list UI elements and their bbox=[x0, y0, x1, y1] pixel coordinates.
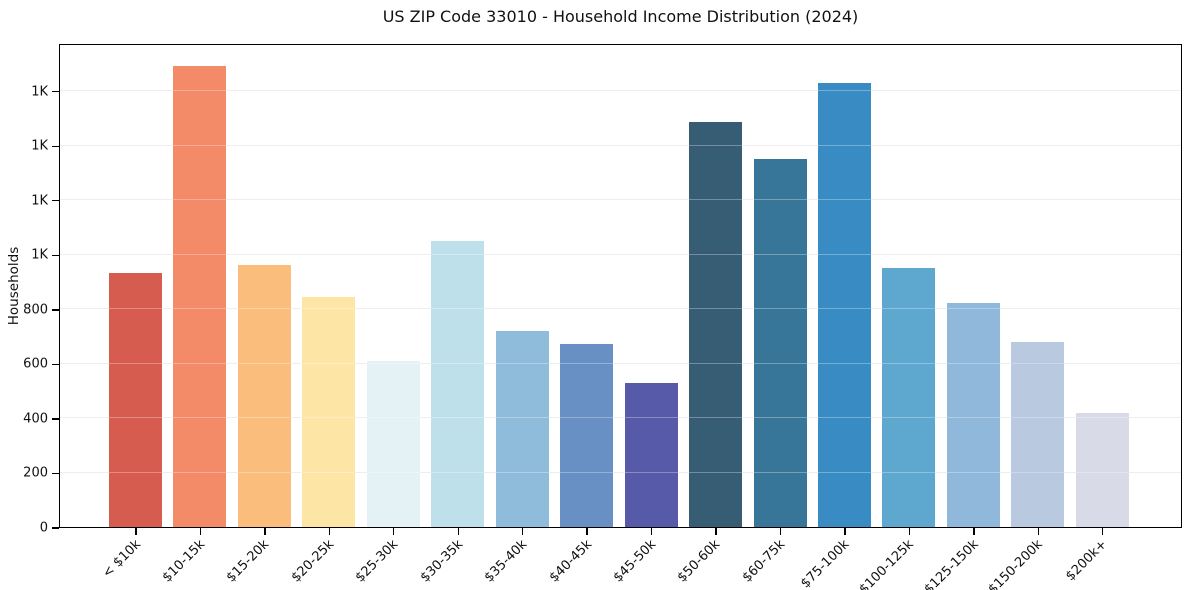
gridline-overlay bbox=[60, 308, 1181, 310]
x-tick-mark bbox=[199, 528, 202, 535]
plot-area bbox=[59, 44, 1182, 528]
y-tick-label: 800 bbox=[23, 302, 48, 318]
y-tick-mark bbox=[52, 254, 59, 256]
gridline-overlay bbox=[60, 253, 1181, 255]
x-tick-label: $150-200k bbox=[985, 537, 1046, 590]
gridline bbox=[60, 253, 1181, 255]
bar-< $10k bbox=[109, 273, 162, 527]
bar-$150-200k bbox=[1011, 341, 1065, 527]
bar-$50-60k bbox=[689, 122, 743, 527]
x-tick-mark bbox=[779, 528, 782, 535]
y-tick-label: 1K bbox=[31, 247, 48, 263]
bar-$30-35k bbox=[431, 240, 485, 527]
x-tick-mark bbox=[522, 528, 524, 535]
x-tick-label: $35-40k bbox=[481, 537, 531, 586]
y-tick-label: 1K bbox=[31, 84, 48, 100]
bar-$25-30k bbox=[366, 360, 420, 527]
x-tick-mark bbox=[715, 528, 717, 535]
y-tick-mark bbox=[52, 472, 59, 475]
bar-$45-50k bbox=[624, 382, 678, 527]
chart-title: US ZIP Code 33010 - Household Income Dis… bbox=[382, 7, 859, 26]
y-tick-mark bbox=[52, 200, 59, 202]
x-tick-label: $20-25k bbox=[288, 537, 337, 586]
bar-$40-45k bbox=[560, 344, 614, 527]
x-tick-label: $60-75k bbox=[739, 537, 789, 586]
gridline bbox=[60, 199, 1181, 201]
x-tick-label: $30-35k bbox=[417, 537, 466, 586]
bar-$10-15k bbox=[173, 66, 227, 527]
x-tick-label: $25-30k bbox=[352, 537, 402, 586]
gridline-overlay bbox=[60, 417, 1181, 419]
gridline-overlay bbox=[60, 199, 1181, 201]
gridline bbox=[60, 144, 1181, 146]
y-tick-mark bbox=[52, 309, 59, 311]
y-tick-mark bbox=[52, 91, 59, 93]
x-tick-mark bbox=[586, 528, 588, 535]
x-tick-mark bbox=[393, 528, 395, 535]
x-tick-mark bbox=[908, 528, 911, 535]
x-tick-label: $100-125k bbox=[856, 537, 918, 590]
x-tick-label: $50-60k bbox=[675, 537, 724, 586]
gridline-overlay bbox=[60, 471, 1181, 473]
gridline-overlay bbox=[60, 90, 1181, 92]
x-tick-label: $15-20k bbox=[224, 537, 273, 586]
gridline-overlay bbox=[60, 362, 1181, 364]
y-tick-mark bbox=[52, 363, 59, 366]
x-tick-mark bbox=[328, 528, 331, 535]
bar-$60-75k bbox=[753, 158, 807, 527]
gridline bbox=[60, 471, 1181, 473]
x-tick-mark bbox=[1037, 528, 1039, 535]
x-tick-mark bbox=[650, 528, 653, 535]
gridline-overlay bbox=[60, 144, 1181, 146]
x-tick-mark bbox=[264, 528, 266, 535]
x-tick-label: $75-100k bbox=[798, 537, 853, 590]
bar-$125-150k bbox=[946, 303, 1000, 527]
bar-$75-100k bbox=[817, 82, 871, 527]
y-tick-mark bbox=[52, 145, 59, 147]
bar-$100-125k bbox=[882, 268, 936, 527]
gridline bbox=[60, 308, 1181, 310]
y-tick-label: 400 bbox=[23, 411, 48, 427]
x-tick-mark bbox=[844, 528, 846, 535]
gridline bbox=[60, 362, 1181, 364]
bar-$35-40k bbox=[495, 330, 549, 527]
y-tick-label: 1K bbox=[31, 138, 48, 154]
y-tick-mark bbox=[52, 527, 59, 529]
x-tick-label: < $10k bbox=[99, 537, 144, 582]
x-tick-label: $45-50k bbox=[610, 537, 660, 586]
gridline bbox=[60, 90, 1181, 92]
x-tick-mark bbox=[973, 528, 975, 535]
x-tick-mark bbox=[457, 528, 459, 535]
x-tick-mark bbox=[135, 528, 137, 535]
y-tick-label: 200 bbox=[23, 465, 48, 481]
y-tick-mark bbox=[52, 418, 59, 420]
y-tick-label: 600 bbox=[23, 356, 48, 372]
gridline bbox=[60, 417, 1181, 419]
x-tick-label: $125-150k bbox=[921, 537, 982, 590]
y-tick-label: 0 bbox=[39, 520, 48, 536]
x-tick-mark bbox=[1102, 528, 1104, 535]
y-tick-label: 1K bbox=[31, 193, 48, 209]
x-tick-label: $200k+ bbox=[1063, 537, 1111, 585]
bar-$20-25k bbox=[302, 296, 356, 527]
bar-$15-20k bbox=[237, 265, 291, 527]
bar-$200k+ bbox=[1075, 412, 1129, 527]
x-tick-label: $40-45k bbox=[546, 537, 595, 586]
x-tick-label: $10-15k bbox=[159, 537, 209, 586]
